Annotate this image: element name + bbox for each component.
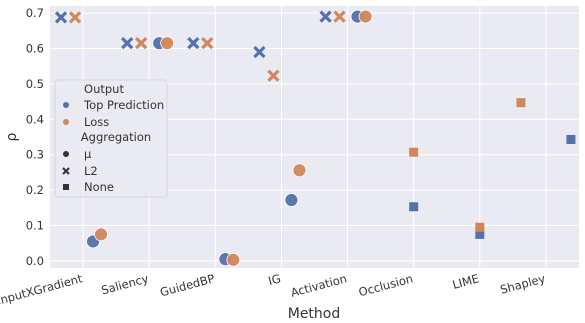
top-prediction-square-point <box>475 229 485 239</box>
loss-circle-point <box>358 9 373 24</box>
top-prediction-square-point <box>409 202 419 212</box>
top-prediction-x-point <box>187 37 200 50</box>
top-prediction-x-point <box>319 10 332 23</box>
y-tick-label: 0.7 <box>26 6 44 20</box>
loss-circle-point <box>226 252 241 267</box>
y-tick-label: 0.2 <box>26 183 44 197</box>
top-prediction-circle-point <box>284 193 299 207</box>
y-tick-label: 0.3 <box>26 148 44 162</box>
x-tick-label: InputXGradient <box>0 271 84 307</box>
legend-marker-none <box>63 184 69 190</box>
y-axis-label: ρ <box>4 132 20 141</box>
loss-square-point <box>475 222 485 232</box>
loss-x-point <box>135 37 148 50</box>
top-prediction-x-point <box>253 45 266 59</box>
legend-title-aggregation: Aggregation <box>81 130 151 144</box>
loss-circle-point <box>292 163 307 178</box>
top-prediction-square-point <box>566 134 576 144</box>
legend-title-output: Output <box>84 82 124 96</box>
legend: Output Top Prediction Loss Aggregation μ… <box>54 79 168 198</box>
loss-circle-point <box>94 227 108 242</box>
x-tick-labels: InputXGradient Saliency GuidedBP IG Activati… <box>0 271 547 307</box>
loss-square-point <box>409 147 419 157</box>
loss-x-point <box>267 69 280 82</box>
x-tick-label: GuidedBP <box>158 271 216 299</box>
x-tick-label: IG <box>267 271 283 288</box>
y-tick-label: 0.4 <box>26 112 44 126</box>
loss-x-point <box>68 11 82 24</box>
y-tick-labels: 0.0 0.1 0.2 0.3 0.4 0.5 0.6 0.7 <box>26 6 44 268</box>
x-axis-label: Method <box>288 306 341 322</box>
loss-x-point <box>333 10 346 23</box>
loss-x-point <box>201 37 214 50</box>
loss-square-point <box>516 98 526 108</box>
legend-marker-loss <box>63 119 69 125</box>
x-tick-label: Saliency <box>100 271 150 297</box>
y-tick-label: 0.5 <box>26 77 44 91</box>
y-tick-label: 0.1 <box>26 219 44 233</box>
loss-circle-point <box>160 36 175 51</box>
y-tick-label: 0.0 <box>26 254 44 268</box>
legend-label-none: None <box>84 180 114 194</box>
legend-label-loss: Loss <box>84 115 109 129</box>
top-prediction-x-point <box>54 11 68 24</box>
x-tick-label: Activation <box>289 271 348 299</box>
y-tick-label: 0.6 <box>26 41 44 55</box>
legend-marker-mu <box>63 151 69 157</box>
x-tick-label: LIME <box>451 271 481 292</box>
legend-marker-l2 <box>62 167 70 175</box>
legend-label-mu: μ <box>84 147 92 161</box>
legend-box <box>54 79 168 198</box>
x-tick-label: Shapley <box>499 271 547 296</box>
legend-label-top-prediction: Top Prediction <box>83 98 164 112</box>
top-prediction-x-point <box>121 37 134 50</box>
data-points <box>54 9 576 267</box>
x-tick-label: Occlusion <box>357 271 414 299</box>
legend-label-l2: L2 <box>84 164 98 178</box>
legend-marker-top-prediction <box>63 102 69 108</box>
